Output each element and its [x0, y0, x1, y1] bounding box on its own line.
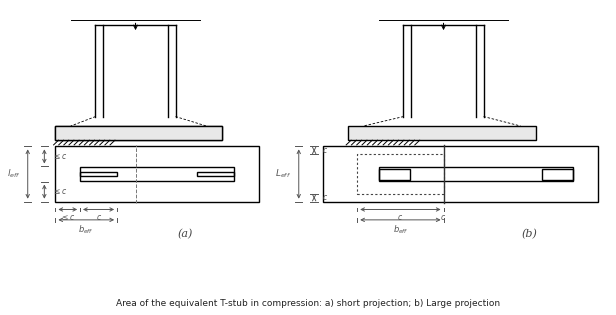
Bar — [323, 146, 598, 202]
Text: $\leq c$: $\leq c$ — [52, 187, 67, 196]
Text: $\leq c$: $\leq c$ — [60, 213, 76, 222]
Bar — [80, 172, 117, 176]
Bar — [55, 146, 259, 202]
Text: Area of the equivalent T-stub in compression: a) short projection; b) Large proj: Area of the equivalent T-stub in compres… — [116, 299, 500, 308]
Bar — [55, 126, 222, 140]
Text: $L_{eff}$: $L_{eff}$ — [275, 168, 291, 180]
Text: $c$: $c$ — [95, 213, 102, 222]
Text: $c$: $c$ — [440, 213, 447, 222]
Bar — [348, 126, 536, 140]
Text: $b_{eff}$: $b_{eff}$ — [392, 224, 408, 236]
Bar — [357, 154, 444, 194]
Text: $c$: $c$ — [322, 193, 328, 202]
Text: $\leq c$: $\leq c$ — [52, 152, 67, 161]
Text: (b): (b) — [522, 229, 538, 239]
Text: (a): (a) — [177, 229, 192, 239]
Bar — [55, 126, 222, 140]
Bar — [197, 172, 234, 176]
Bar — [80, 167, 234, 181]
Text: $c$: $c$ — [397, 213, 403, 222]
Bar — [379, 169, 410, 180]
Bar — [542, 169, 573, 180]
Text: $c$: $c$ — [322, 146, 328, 155]
Bar — [379, 167, 573, 181]
Text: $l_{eff}$: $l_{eff}$ — [7, 168, 20, 180]
Text: $b_{eff}$: $b_{eff}$ — [78, 224, 94, 236]
